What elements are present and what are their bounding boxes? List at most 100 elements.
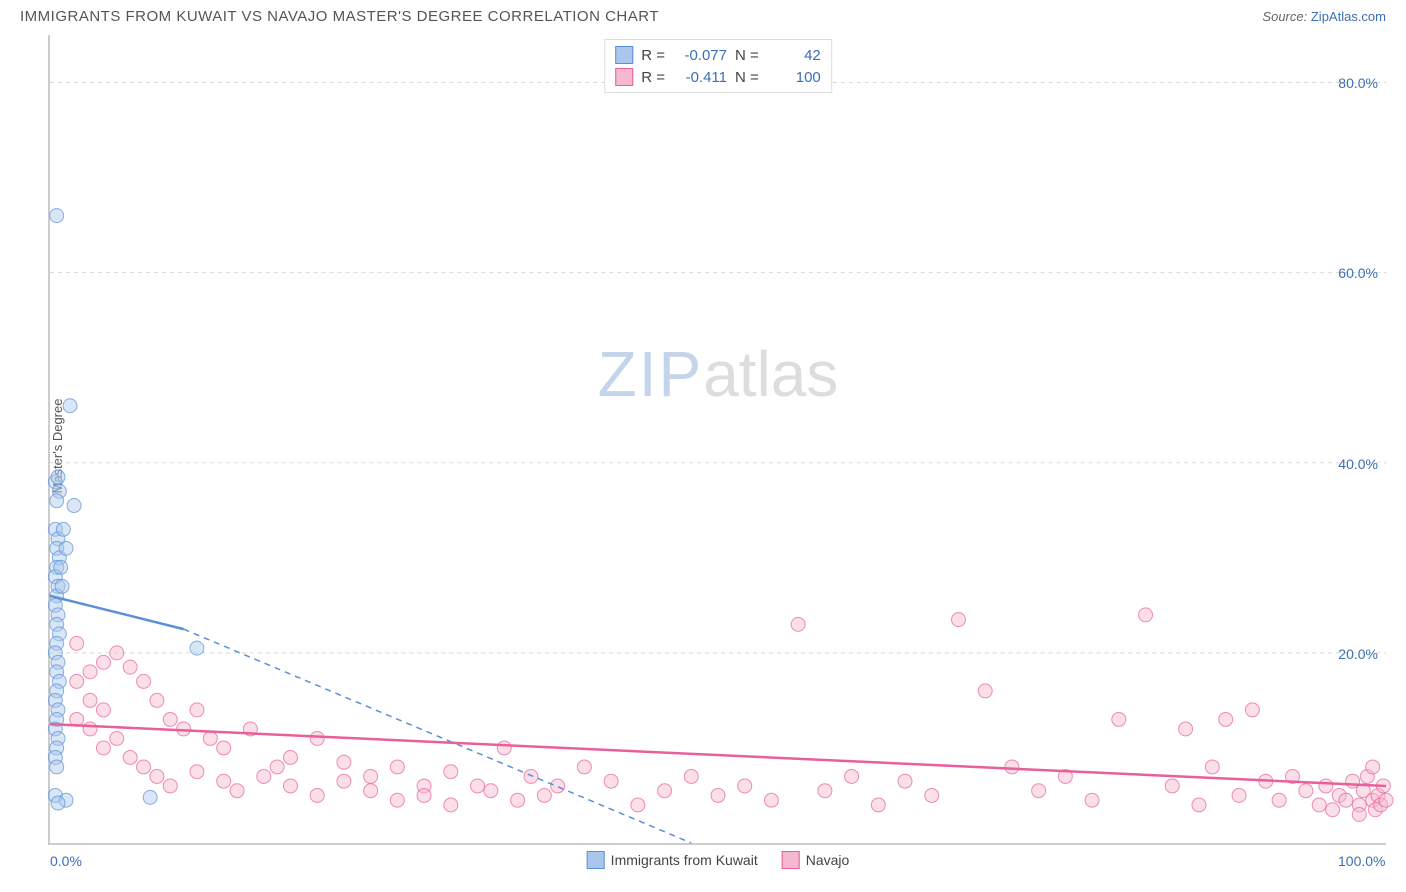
data-point <box>925 788 939 802</box>
data-point <box>143 790 157 804</box>
stats-legend: R = -0.077 N = 42 R = -0.411 N = 100 <box>604 39 832 93</box>
data-point <box>1032 784 1046 798</box>
legend-item-navajo: Navajo <box>782 851 850 869</box>
data-point <box>1205 760 1219 774</box>
data-point <box>110 731 124 745</box>
data-point <box>190 703 204 717</box>
data-point <box>283 779 297 793</box>
data-point <box>96 655 110 669</box>
data-point <box>150 693 164 707</box>
data-point <box>1085 793 1099 807</box>
data-point <box>1272 793 1286 807</box>
y-tick-label: 80.0% <box>1338 75 1378 91</box>
data-point <box>190 765 204 779</box>
data-point <box>67 499 81 513</box>
y-tick-label: 20.0% <box>1338 646 1378 662</box>
data-point <box>898 774 912 788</box>
stats-row-kuwait: R = -0.077 N = 42 <box>615 44 821 66</box>
data-point <box>871 798 885 812</box>
data-point <box>978 684 992 698</box>
chart-title: IMMIGRANTS FROM KUWAIT VS NAVAJO MASTER'… <box>20 8 659 25</box>
data-point <box>51 470 65 484</box>
data-point <box>217 741 231 755</box>
legend-swatch-navajo <box>782 851 800 869</box>
data-point <box>444 798 458 812</box>
y-tick-label: 60.0% <box>1338 265 1378 281</box>
source-attribution: Source: ZipAtlas.com <box>1262 9 1386 24</box>
data-point <box>390 793 404 807</box>
data-point <box>203 731 217 745</box>
data-point <box>163 779 177 793</box>
data-point <box>83 665 97 679</box>
data-point <box>631 798 645 812</box>
data-point <box>484 784 498 798</box>
data-point <box>471 779 485 793</box>
data-point <box>1192 798 1206 812</box>
data-point <box>791 617 805 631</box>
data-point <box>1326 803 1340 817</box>
chart-plot-area: ZIPatlas R = -0.077 N = 42 R = -0.411 N … <box>48 35 1386 845</box>
legend-swatch-kuwait <box>587 851 605 869</box>
data-point <box>524 769 538 783</box>
data-point <box>1112 712 1126 726</box>
source-label: Source: <box>1262 9 1307 24</box>
data-point <box>50 760 64 774</box>
data-point <box>137 674 151 688</box>
data-point <box>96 741 110 755</box>
data-point <box>1379 793 1393 807</box>
data-point <box>163 712 177 726</box>
scatter-plot-svg <box>50 35 1386 843</box>
data-point <box>1139 608 1153 622</box>
legend-label-kuwait: Immigrants from Kuwait <box>611 852 758 868</box>
data-point <box>1005 760 1019 774</box>
x-tick-label: 100.0% <box>1338 853 1385 869</box>
y-tick-label: 40.0% <box>1338 456 1378 472</box>
data-point <box>364 769 378 783</box>
source-link[interactable]: ZipAtlas.com <box>1311 9 1386 24</box>
data-point <box>1339 793 1353 807</box>
data-point <box>283 750 297 764</box>
data-point <box>63 399 77 413</box>
data-point <box>364 784 378 798</box>
data-point <box>1299 784 1313 798</box>
data-point <box>230 784 244 798</box>
data-point <box>1219 712 1233 726</box>
data-point <box>137 760 151 774</box>
data-point <box>764 793 778 807</box>
data-point <box>497 741 511 755</box>
legend-item-kuwait: Immigrants from Kuwait <box>587 851 758 869</box>
data-point <box>270 760 284 774</box>
swatch-kuwait <box>615 46 633 64</box>
data-point <box>70 674 84 688</box>
swatch-navajo <box>615 68 633 86</box>
data-point <box>1312 798 1326 812</box>
data-point <box>217 774 231 788</box>
data-point <box>417 788 431 802</box>
data-point <box>54 560 68 574</box>
data-point <box>55 579 69 593</box>
data-point <box>50 209 64 223</box>
data-point <box>658 784 672 798</box>
data-point <box>577 760 591 774</box>
data-point <box>150 769 164 783</box>
data-point <box>96 703 110 717</box>
data-point <box>1232 788 1246 802</box>
data-point <box>51 796 65 810</box>
legend-label-navajo: Navajo <box>806 852 850 868</box>
data-point <box>123 660 137 674</box>
data-point <box>1165 779 1179 793</box>
data-point <box>537 788 551 802</box>
data-point <box>310 731 324 745</box>
data-point <box>190 641 204 655</box>
data-point <box>50 494 64 508</box>
data-point <box>551 779 565 793</box>
data-point <box>1319 779 1333 793</box>
data-point <box>1245 703 1259 717</box>
data-point <box>511 793 525 807</box>
data-point <box>1179 722 1193 736</box>
data-point <box>310 788 324 802</box>
data-point <box>59 541 73 555</box>
data-point <box>444 765 458 779</box>
regression-extrapolation <box>184 629 692 843</box>
chart-header: IMMIGRANTS FROM KUWAIT VS NAVAJO MASTER'… <box>0 0 1406 29</box>
